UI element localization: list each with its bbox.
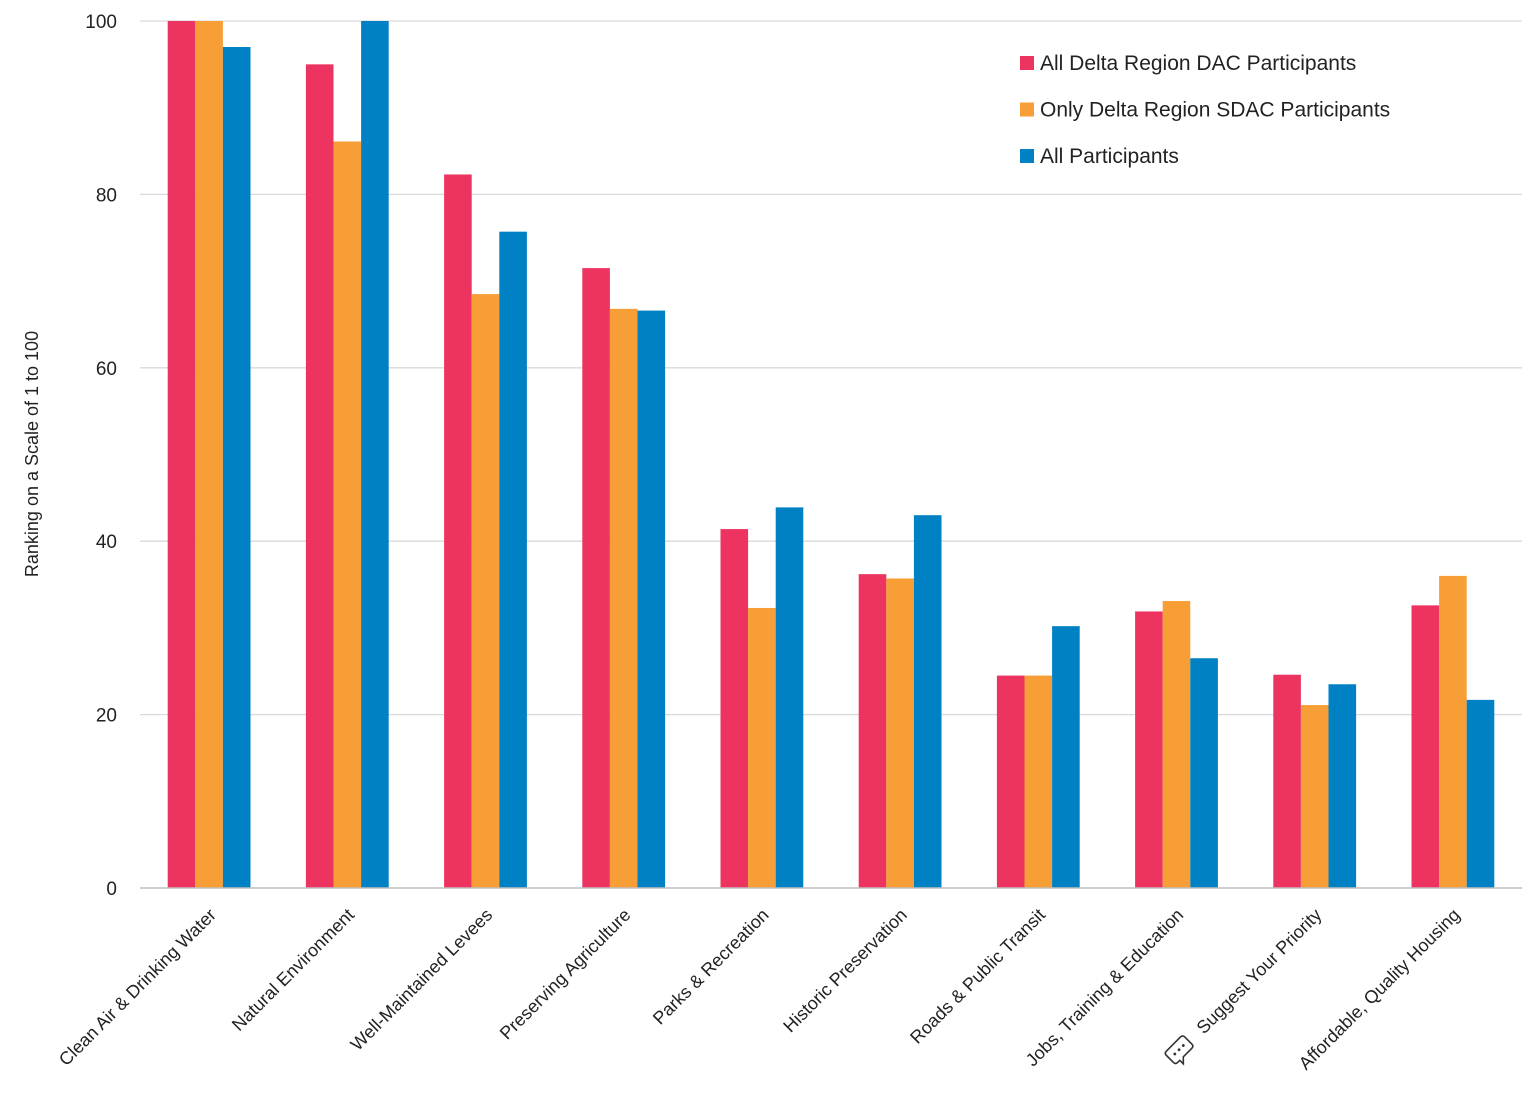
legend-swatch [1020,56,1034,70]
bars [167,21,1495,889]
bar [858,574,887,888]
bar [996,675,1025,888]
x-tick-label: Roads & Public Transit [906,905,1049,1048]
y-tick-label: 40 [96,532,117,553]
legend: All Delta Region DAC Participants Only De… [1020,52,1390,168]
chat-bubble-outline [1164,1035,1194,1066]
x-tick-label: Historic Preservation [779,905,911,1037]
bar [1300,705,1329,888]
bar [1466,699,1495,888]
chat-bubble-dot [1177,1048,1181,1052]
y-axis-ticks: 0 20 40 60 80 100 [85,12,117,900]
chat-bubble-dot [1181,1044,1185,1047]
legend-label: All Participants [1040,145,1179,168]
bar [1024,675,1053,888]
bar [471,294,500,889]
y-tick-label: 80 [96,185,117,206]
x-tick-label: Well-Maintained Levees [347,905,497,1055]
legend-swatch [1020,149,1034,163]
chat-bubble-dot [1173,1052,1177,1056]
x-tick-label: Parks & Recreation [649,905,773,1029]
bar [361,21,389,888]
x-tick-label: Natural Environment [228,905,358,1035]
x-tick-label-group: Preserving Agriculture [496,905,635,1044]
bar [167,21,196,888]
bar [1273,674,1301,888]
x-tick-label: Clean Air & Drinking Water [55,905,220,1070]
bar [609,308,638,888]
chat-bubble-icon [1164,1035,1194,1066]
bar [444,174,472,889]
y-tick-label: 0 [106,879,117,900]
bar [720,529,749,888]
x-tick-label-group: Natural Environment [228,905,358,1035]
bar [222,47,251,888]
legend-label: Only Delta Region SDAC Participants [1040,99,1390,122]
x-tick-label: Affordable, Quality Housing [1295,905,1464,1074]
bar [582,268,610,889]
bar [637,310,666,888]
legend-swatch [1020,102,1034,117]
bar [1190,658,1218,888]
y-tick-label: 100 [85,12,117,33]
legend-item: Only Delta Region SDAC Participants [1020,99,1390,122]
x-tick-label-group: Clean Air & Drinking Water [55,905,220,1070]
bar [748,607,776,888]
x-tick-label-group: Roads & Public Transit [906,905,1049,1048]
y-tick-label: 60 [96,359,117,380]
legend-item: All Delta Region DAC Participants [1020,52,1356,75]
bar [195,21,223,888]
legend-label: All Delta Region DAC Participants [1040,52,1356,75]
bar [913,515,942,888]
bar [333,141,362,888]
bar [1439,575,1467,888]
bar [1162,601,1191,888]
bar [775,507,804,888]
bar [1328,684,1357,888]
y-axis-title: Ranking on a Scale of 1 to 100 [22,331,42,577]
x-tick-label: Preserving Agriculture [496,905,635,1044]
bar [305,64,334,889]
x-tick-label-group: Historic Preservation [779,905,911,1037]
x-tick-label-group: Well-Maintained Levees [347,905,497,1055]
bar [1135,611,1163,888]
x-axis-category-labels: Clean Air & Drinking Water Natural Enviro… [55,905,1464,1074]
bar [499,231,527,888]
x-tick-label: Suggest Your Priority [1193,905,1326,1038]
x-tick-label: Jobs, Training & Education [1022,905,1188,1071]
x-tick-label-group: Suggest Your Priority [1164,905,1326,1066]
bar [1052,626,1080,888]
x-tick-label-group: Jobs, Training & Education [1022,905,1188,1071]
legend-item: All Participants [1020,145,1179,168]
bar [886,578,914,888]
x-tick-label-group: Affordable, Quality Housing [1295,905,1464,1074]
x-tick-label-group: Parks & Recreation [649,905,773,1029]
y-tick-label: 20 [96,706,117,727]
bar [1411,605,1440,888]
